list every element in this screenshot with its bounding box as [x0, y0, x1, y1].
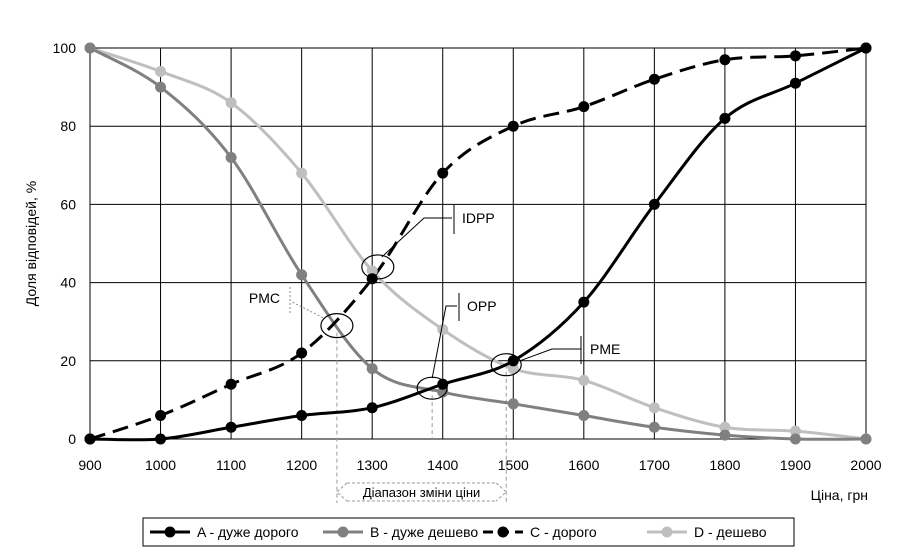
data-point-b [155, 81, 167, 93]
data-point-a [155, 433, 167, 445]
legend-marker-d [661, 526, 673, 538]
data-point-d [437, 324, 449, 336]
annotations: PMC IDPP OPP PME Діапазон зміни ціни [249, 205, 620, 500]
x-tick-label: 1900 [780, 457, 811, 473]
data-point-a [719, 112, 731, 124]
x-tick-label: 1200 [286, 457, 317, 473]
data-point-b [366, 363, 378, 375]
x-tick-label: 2000 [850, 457, 881, 473]
axes [89, 47, 867, 440]
data-point-c [225, 378, 237, 390]
grid [89, 47, 867, 440]
annotation-pme: PME [590, 341, 620, 357]
y-tick-label: 20 [60, 353, 76, 369]
data-point-c [648, 73, 660, 85]
data-point-c [437, 167, 449, 179]
pme-leader [520, 348, 581, 362]
data-point-a [84, 433, 96, 445]
marker-pme [490, 353, 522, 377]
x-tick-label: 1700 [639, 457, 670, 473]
data-point-d [789, 425, 801, 437]
annotation-idpp: IDPP [462, 210, 495, 226]
idpp-leader [381, 217, 452, 258]
x-tick-label: 900 [78, 457, 102, 473]
plot-area [89, 47, 867, 440]
data-point-b [296, 269, 308, 281]
x-tick-label: 1600 [568, 457, 599, 473]
legend: A - дуже дорого B - дуже дешево C - дорого… [142, 517, 795, 547]
x-axis-label: Ціна, грн [811, 487, 868, 503]
legend-marker-c [497, 526, 509, 538]
data-point-b [578, 410, 590, 422]
range-arrow-left [336, 482, 348, 502]
data-point-b [225, 151, 237, 163]
data-point-d [719, 421, 731, 433]
pmc-leader [291, 301, 324, 319]
y-tick-label: 0 [68, 431, 76, 447]
data-point-b [719, 429, 731, 441]
x-tick-label: 1800 [709, 457, 740, 473]
data-point-d [578, 374, 590, 386]
legend-label-d: D - дешево [694, 524, 767, 540]
legend-marker-a [164, 526, 176, 538]
data-point-a [296, 410, 308, 422]
opp-leader [431, 305, 457, 379]
data-point-a [578, 296, 590, 308]
x-tick-label: 1400 [427, 457, 458, 473]
data-point-b [437, 386, 449, 398]
data-point-b [789, 433, 801, 445]
annotation-pmc: PMC [249, 290, 280, 306]
data-point-b [648, 421, 660, 433]
range-arrow-right [495, 482, 507, 502]
series-markers [84, 42, 872, 445]
legend-label-a: A - дуже дорого [197, 524, 299, 540]
data-point-c [578, 101, 590, 113]
data-point-a [648, 198, 660, 210]
legend-label-b: B - дуже дешево [370, 524, 478, 540]
data-point-d [507, 363, 519, 375]
data-point-d [366, 265, 378, 277]
data-point-a [225, 421, 237, 433]
y-tick-label: 60 [60, 196, 76, 212]
series-line-a [89, 46, 867, 442]
x-tick-label: 1000 [145, 457, 176, 473]
price-range-label: Діапазон зміни ціни [363, 485, 481, 500]
data-point-c [296, 347, 308, 359]
range-guides [336, 325, 507, 503]
data-point-a [437, 378, 449, 390]
series-line-b [89, 46, 867, 441]
series-line-d [89, 46, 867, 441]
annotation-opp: OPP [467, 298, 497, 314]
data-point-c [155, 410, 167, 422]
marker-idpp [361, 254, 395, 280]
data-point-d [296, 167, 308, 179]
series-lines [89, 46, 867, 442]
y-tick-label: 80 [60, 118, 76, 134]
y-tick-label: 100 [53, 40, 77, 56]
data-point-c [507, 120, 519, 132]
marker-pmc [320, 313, 354, 339]
data-point-a [860, 42, 872, 54]
legend-marker-b [337, 526, 349, 538]
y-axis-label: Доля відповідей, % [23, 181, 39, 306]
data-point-c [789, 50, 801, 62]
x-tick-label: 1300 [357, 457, 388, 473]
y-tick-label: 40 [60, 275, 76, 291]
tick-labels: 0 20 40 60 80 100 900 1000 1100 1200 1300 1400 1500 1… [53, 40, 882, 473]
series-line-c [89, 46, 867, 441]
data-point-d [225, 97, 237, 109]
legend-label-c: C - дорого [530, 524, 597, 540]
data-point-b [860, 433, 872, 445]
x-tick-label: 1500 [498, 457, 529, 473]
data-point-b [507, 398, 519, 410]
data-point-a [789, 77, 801, 89]
data-point-c [719, 54, 731, 66]
data-point-d [155, 65, 167, 77]
data-point-a [366, 402, 378, 414]
data-point-a [507, 355, 519, 367]
data-point-d [648, 402, 660, 414]
data-point-b [84, 42, 96, 54]
x-tick-label: 1100 [216, 457, 246, 473]
